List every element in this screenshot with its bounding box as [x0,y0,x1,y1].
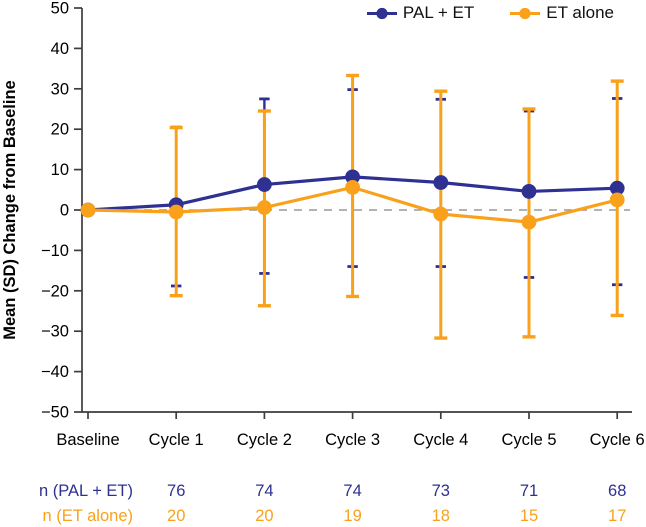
y-tick-label: 20 [51,121,69,139]
n-table-row-label: n (PAL + ET) [39,482,133,500]
chart-legend: PAL + ET ET alone [366,3,614,23]
x-tick-label: Cycle 2 [237,431,292,449]
y-axis-title: Mean (SD) Change from Baseline [1,80,19,339]
data-point-marker [168,204,184,220]
n-table-value: 74 [343,482,361,500]
n-table-value: 18 [432,507,450,525]
data-point-marker [433,206,449,222]
x-tick-label: Cycle 1 [149,431,204,449]
legend-item-pal-et: PAL + ET [366,3,475,23]
n-table-value: 20 [255,507,273,525]
x-tick-label: Cycle 6 [590,431,645,449]
y-tick-label: −40 [41,363,69,381]
y-tick-label: 40 [51,40,69,58]
n-table-value: 20 [167,507,185,525]
y-tick-label: 0 [60,202,69,220]
error-bars-layer [169,73,624,340]
data-point-marker [433,175,449,190]
data-point-marker [345,179,360,195]
n-table-value: 19 [343,507,361,525]
x-tick-label: Cycle 3 [325,431,380,449]
series-layer [80,169,625,230]
y-tick-label: −50 [41,404,69,422]
data-point-marker [521,184,537,199]
n-table-value: 15 [520,507,538,525]
n-table-value: 74 [255,482,273,500]
data-point-marker [345,169,360,185]
legend-label-pal-et: PAL + ET [402,3,475,22]
x-tick-label: Cycle 4 [413,431,468,449]
y-tick-label: −10 [41,242,69,260]
et-alone-line-marker-icon [510,7,541,19]
n-table-value: 76 [167,482,185,500]
n-table-value: 17 [608,507,626,525]
n-table-row-label: n (ET alone) [43,507,134,525]
y-tick-label: 10 [51,161,69,179]
y-tick-label: −30 [41,323,69,341]
pal-et-line-marker-icon [366,7,397,19]
axes-layer: −50 −40 −30 −20 −10 0 10 20 30 40 50 Baseline Cycle … [41,0,645,449]
legend-item-et-alone: ET alone [510,3,614,23]
n-table-layer: n (PAL + ET) 76 74 74 73 71 68 n (ET alone) 20 20… [39,482,626,525]
data-point-marker [609,192,625,208]
x-tick-label: Cycle 5 [501,431,556,449]
y-tick-label: 50 [51,0,69,18]
n-table-value: 68 [608,482,626,500]
legend-label-et-alone: ET alone [546,3,614,22]
y-tick-label: 30 [51,80,69,98]
data-point-marker [257,177,272,192]
x-tick-label: Baseline [56,431,119,449]
data-point-marker [521,214,537,230]
y-tick-label: −20 [41,282,69,300]
n-table-value: 71 [520,482,538,500]
data-point-marker [80,202,96,218]
n-table-value: 73 [432,482,450,500]
data-point-marker [609,180,625,196]
data-point-marker [257,200,272,215]
